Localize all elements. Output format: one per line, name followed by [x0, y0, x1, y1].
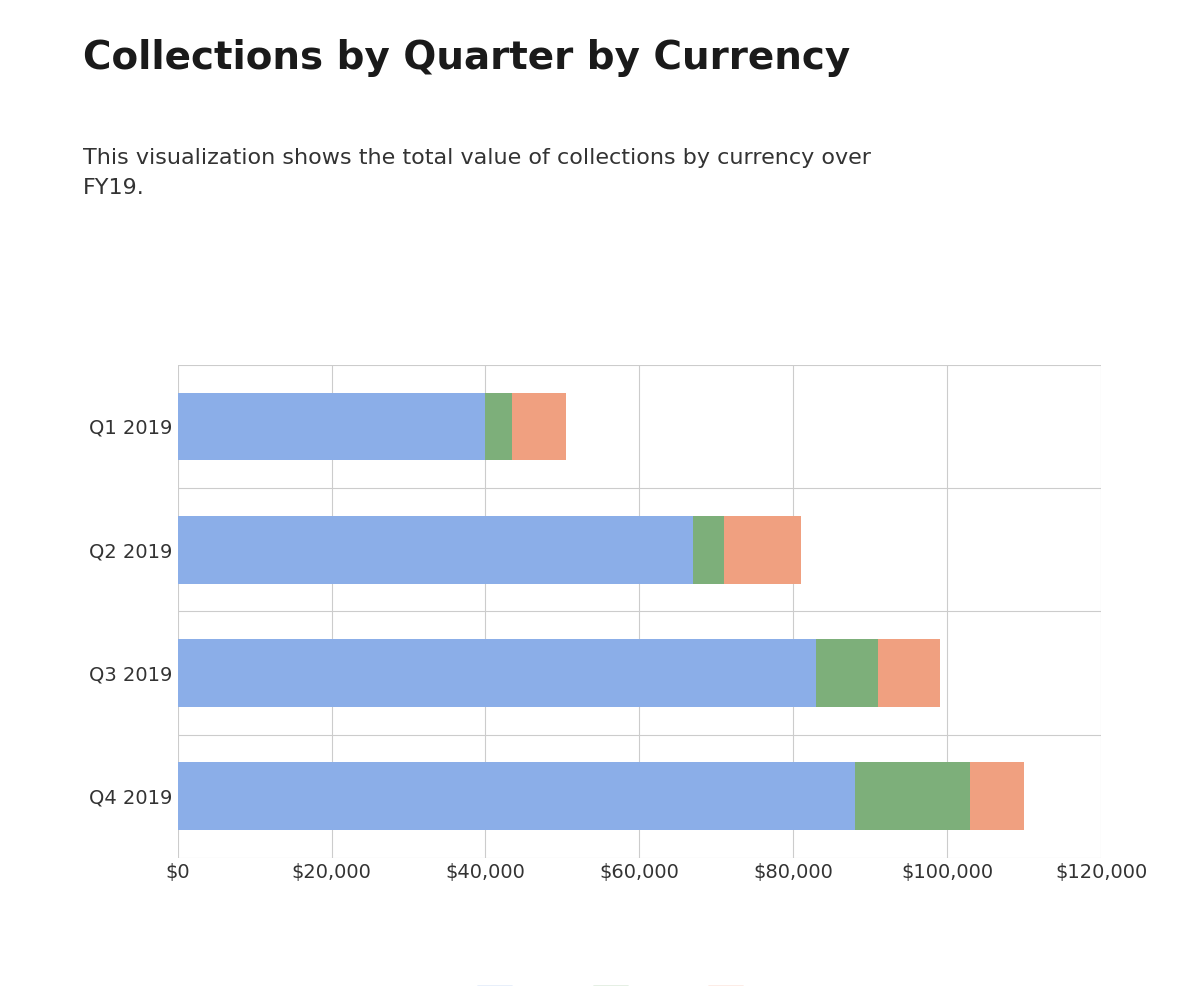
Bar — [513, 392, 566, 460]
Bar — [485, 392, 513, 460]
Legend: USD, CAD, AUD: USD, CAD, AUD — [468, 976, 811, 986]
Bar — [817, 639, 879, 707]
Bar — [855, 762, 971, 830]
Bar — [694, 516, 725, 584]
Bar — [178, 639, 817, 707]
Bar — [971, 762, 1024, 830]
Text: This visualization shows the total value of collections by currency over
FY19.: This visualization shows the total value… — [83, 148, 871, 197]
Bar — [879, 639, 940, 707]
Bar — [178, 516, 694, 584]
Bar — [178, 392, 485, 460]
Text: Collections by Quarter by Currency: Collections by Quarter by Currency — [83, 39, 850, 78]
Bar — [725, 516, 802, 584]
Bar — [178, 762, 855, 830]
